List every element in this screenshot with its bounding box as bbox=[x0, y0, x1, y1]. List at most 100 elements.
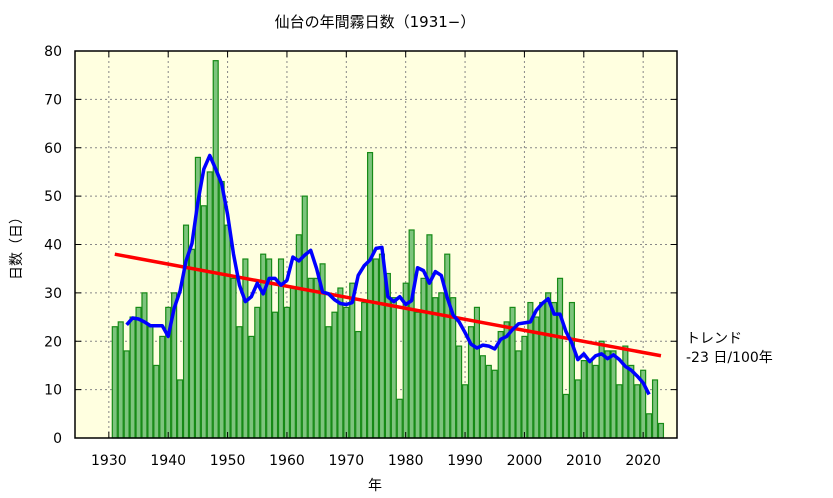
bar bbox=[135, 306, 142, 439]
y-tick-label: 20 bbox=[44, 334, 62, 350]
bar bbox=[236, 326, 243, 439]
bar bbox=[188, 248, 196, 439]
bar bbox=[307, 277, 314, 439]
bar bbox=[497, 330, 504, 439]
bar bbox=[230, 277, 237, 439]
bar bbox=[331, 311, 338, 439]
x-axis-label: 年 bbox=[368, 478, 382, 494]
bar bbox=[283, 306, 291, 439]
bar bbox=[545, 292, 552, 439]
bar bbox=[515, 350, 522, 439]
bar bbox=[396, 398, 403, 439]
y-tick-label: 80 bbox=[44, 44, 62, 60]
bar bbox=[212, 60, 219, 439]
y-tick-label: 40 bbox=[44, 238, 62, 254]
bar bbox=[289, 287, 296, 439]
x-tick-label: 1970 bbox=[328, 453, 364, 469]
trend-rate: -23 日/100年 bbox=[686, 350, 773, 366]
bar bbox=[366, 151, 374, 439]
x-tick-label: 1950 bbox=[210, 453, 246, 469]
bar bbox=[592, 364, 599, 439]
bar bbox=[616, 384, 623, 439]
x-tick-label: 2020 bbox=[625, 453, 661, 469]
bar bbox=[491, 369, 498, 439]
bar bbox=[206, 171, 213, 439]
bar bbox=[533, 316, 540, 439]
bar bbox=[147, 326, 154, 439]
x-tick-label: 1960 bbox=[269, 453, 305, 469]
bar bbox=[456, 345, 463, 439]
bar bbox=[272, 311, 279, 439]
bar bbox=[408, 229, 415, 439]
bar bbox=[521, 335, 528, 439]
bar bbox=[349, 282, 356, 439]
bar bbox=[479, 355, 486, 439]
bar bbox=[224, 224, 231, 439]
bar bbox=[539, 301, 546, 439]
bar bbox=[657, 422, 665, 439]
bar bbox=[117, 321, 124, 439]
bar bbox=[361, 301, 368, 439]
bar bbox=[473, 306, 480, 439]
bar bbox=[604, 350, 611, 439]
bar bbox=[420, 277, 427, 439]
bar bbox=[503, 321, 510, 439]
bar bbox=[634, 384, 641, 439]
bar bbox=[242, 258, 249, 439]
bar bbox=[574, 379, 581, 439]
y-tick-label: 70 bbox=[44, 92, 62, 108]
bar bbox=[177, 379, 184, 439]
bar bbox=[651, 379, 659, 439]
x-tick-label: 2010 bbox=[566, 453, 602, 469]
bar bbox=[580, 360, 587, 439]
bar bbox=[414, 311, 421, 439]
bar bbox=[313, 277, 320, 439]
y-tick-label: 0 bbox=[53, 431, 62, 447]
x-tick-label: 1930 bbox=[91, 453, 127, 469]
y-tick-label: 30 bbox=[44, 286, 62, 302]
bar bbox=[159, 335, 166, 439]
bar bbox=[426, 234, 433, 439]
bar bbox=[343, 306, 350, 439]
x-tick-label: 1940 bbox=[150, 453, 186, 469]
bar bbox=[141, 292, 148, 439]
bar bbox=[248, 335, 255, 439]
bar bbox=[432, 297, 439, 439]
bar bbox=[646, 413, 653, 439]
bar bbox=[295, 234, 302, 439]
bar bbox=[444, 253, 451, 439]
bar bbox=[461, 384, 469, 439]
bar bbox=[586, 360, 593, 439]
y-tick-label: 10 bbox=[44, 383, 62, 399]
bar bbox=[355, 330, 362, 439]
bar bbox=[610, 350, 617, 439]
bar bbox=[551, 301, 558, 439]
bar bbox=[562, 393, 570, 439]
x-tick-label: 2000 bbox=[507, 453, 543, 469]
trend-label: トレンド bbox=[686, 331, 742, 347]
bar bbox=[485, 364, 492, 439]
y-tick-label: 60 bbox=[44, 141, 62, 157]
bar bbox=[218, 181, 225, 439]
bar bbox=[390, 297, 397, 439]
bar bbox=[153, 364, 160, 439]
x-tick-label: 1980 bbox=[388, 453, 424, 469]
bar bbox=[372, 258, 380, 439]
bar bbox=[337, 287, 344, 439]
bar bbox=[556, 277, 564, 439]
bar bbox=[129, 316, 136, 439]
bar bbox=[628, 364, 635, 439]
y-axis-label: 日数（日） bbox=[9, 210, 25, 280]
axis-ticks: 0 10 20 30 40 50 60 70 80 1930 1940 1950 1960 1970 198… bbox=[44, 44, 677, 469]
bar bbox=[200, 205, 207, 439]
bar bbox=[301, 195, 308, 439]
bar bbox=[568, 301, 575, 439]
bar bbox=[254, 306, 261, 439]
bar bbox=[622, 345, 629, 439]
moving-average-line bbox=[125, 153, 651, 396]
x-tick-label: 1990 bbox=[447, 453, 483, 469]
y-tick-label: 50 bbox=[44, 189, 62, 205]
bar bbox=[325, 326, 332, 439]
